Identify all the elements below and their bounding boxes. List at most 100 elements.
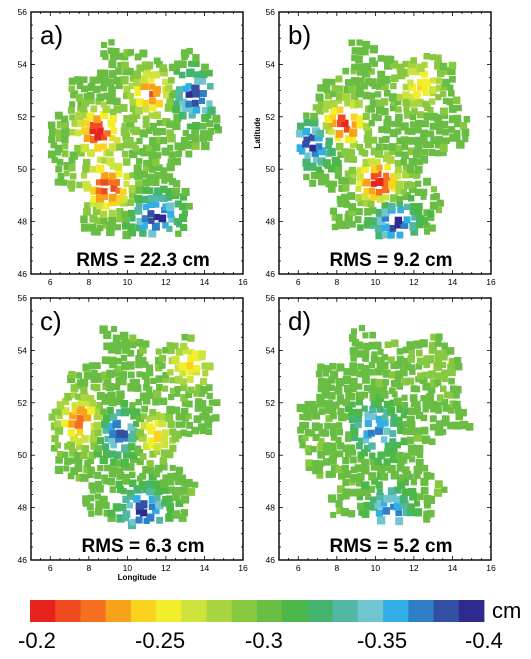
station-marker: [110, 486, 117, 493]
station-marker: [397, 348, 404, 355]
station-marker: [368, 430, 375, 437]
station-marker: [135, 107, 143, 115]
rms-annotation: RMS = 22.3 cm: [76, 250, 210, 271]
station-marker: [349, 136, 356, 143]
y-tick-label: 54: [266, 59, 276, 69]
station-marker: [389, 430, 396, 437]
colorbar-tick-label: -0.3: [245, 628, 283, 653]
station-marker: [180, 422, 186, 428]
station-marker: [330, 208, 337, 215]
station-marker: [101, 475, 108, 482]
station-marker: [55, 145, 63, 153]
colorbar-swatch: [408, 600, 434, 622]
station-marker: [316, 130, 324, 138]
x-tick-label: 6: [48, 563, 53, 573]
station-marker: [423, 79, 431, 87]
station-marker: [61, 136, 68, 143]
station-marker: [82, 445, 89, 452]
station-marker: [168, 486, 175, 493]
station-marker: [335, 437, 341, 443]
station-marker: [207, 107, 215, 115]
station-marker: [201, 142, 210, 151]
y-tick-label: 54: [266, 345, 276, 355]
station-marker: [351, 386, 357, 392]
station-marker: [436, 78, 442, 84]
x-tick-label: 10: [371, 277, 381, 287]
station-marker: [57, 159, 64, 166]
station-marker: [182, 210, 188, 216]
station-marker: [121, 408, 129, 416]
station-marker: [180, 343, 187, 350]
station-marker: [109, 430, 117, 438]
station-marker: [362, 150, 369, 157]
station-marker: [96, 165, 104, 173]
station-marker: [415, 144, 423, 152]
station-marker: [316, 371, 323, 378]
station-marker: [111, 326, 117, 332]
station-marker: [411, 108, 418, 115]
colorbar-swatch: [80, 600, 106, 622]
station-marker: [121, 430, 128, 437]
station-marker: [109, 210, 116, 217]
y-tick-label: 52: [18, 112, 28, 122]
station-marker: [404, 453, 411, 460]
station-marker: [403, 105, 409, 111]
x-tick-label: 10: [123, 563, 133, 573]
station-marker: [435, 350, 442, 357]
station-marker: [148, 218, 154, 224]
station-marker: [114, 383, 121, 390]
station-marker: [156, 384, 163, 391]
y-tick-label: 48: [266, 503, 276, 513]
station-marker: [401, 189, 407, 195]
station-marker: [355, 216, 362, 223]
station-marker: [420, 395, 426, 401]
station-marker: [95, 429, 102, 436]
station-marker: [180, 224, 187, 231]
station-marker: [369, 78, 377, 86]
station-marker: [143, 160, 149, 166]
station-marker: [134, 207, 142, 215]
station-marker: [192, 482, 198, 488]
station-marker: [348, 409, 355, 416]
station-marker: [155, 152, 162, 159]
station-marker: [408, 195, 414, 201]
station-marker: [440, 63, 447, 70]
station-marker: [368, 158, 375, 165]
station-marker: [127, 49, 134, 56]
station-marker: [381, 436, 388, 443]
station-marker: [459, 409, 467, 417]
station-marker: [170, 465, 176, 471]
station-marker: [349, 167, 356, 174]
colorbar-swatch: [232, 600, 258, 622]
station-marker: [147, 460, 154, 467]
station-marker: [107, 391, 115, 399]
station-marker: [114, 163, 122, 171]
station-marker: [101, 172, 109, 180]
colorbar-swatch: [257, 600, 283, 622]
y-tick-label: 56: [266, 293, 276, 303]
station-marker: [149, 504, 156, 511]
station-marker: [395, 128, 401, 134]
station-marker: [198, 400, 206, 408]
station-marker: [102, 356, 110, 364]
station-marker: [429, 98, 435, 104]
station-marker: [168, 159, 174, 165]
station-marker: [121, 355, 127, 361]
station-marker: [342, 465, 349, 472]
station-marker: [421, 415, 428, 422]
station-marker: [309, 145, 316, 152]
station-marker: [422, 86, 429, 93]
station-marker: [309, 180, 316, 187]
station-marker: [120, 378, 127, 385]
x-tick-label: 10: [371, 563, 381, 573]
station-marker: [176, 86, 183, 93]
rms-annotation: RMS = 9.2 cm: [329, 250, 452, 271]
station-marker: [80, 216, 88, 224]
station-marker: [391, 414, 398, 421]
station-marker: [414, 466, 422, 474]
station-marker: [369, 188, 375, 194]
station-marker: [397, 232, 404, 239]
station-marker: [303, 112, 309, 118]
station-marker: [81, 172, 87, 178]
station-marker: [388, 465, 396, 473]
